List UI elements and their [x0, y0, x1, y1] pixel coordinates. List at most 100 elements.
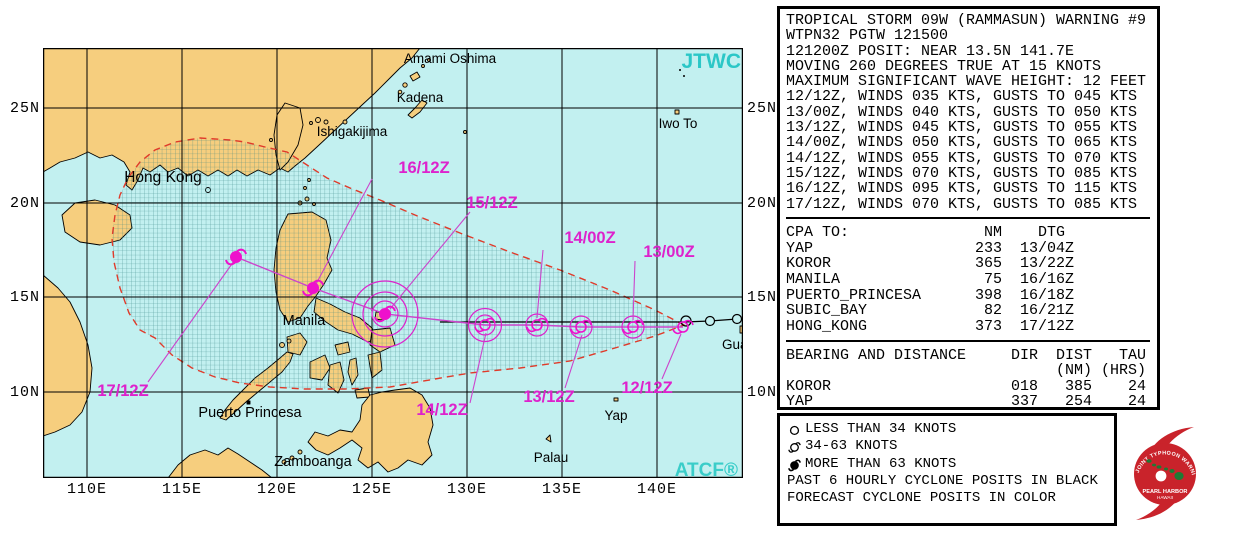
logo-hawaii: HAWAII: [1157, 495, 1173, 500]
bearing-header-row: BEARING AND DISTANCE DIR DIST TAU: [786, 346, 1147, 364]
wind-forecast-row: 16/12Z, WINDS 095 KTS, GUSTS TO 115 KTS: [786, 180, 1138, 198]
label-puerto-princesa: Puerto Princesa: [198, 405, 302, 421]
wind-forecast-row: 13/00Z, WINDS 040 KTS, GUSTS TO 050 KTS: [786, 103, 1138, 121]
legend-note-text: FORECAST CYCLONE POSITS IN COLOR: [787, 490, 1056, 507]
label-manila: Manila: [283, 313, 327, 329]
label-yap: Yap: [604, 408, 627, 423]
warning-wmo-header: WTPN32 PGTW 121500: [786, 27, 949, 45]
legend-label: LESS THAN 34 KNOTS: [805, 421, 957, 437]
forecast-track-map: Amami Oshima Kadena Ishigakijima Iwo To …: [42, 47, 759, 481]
wind-forecast-row: 13/12Z, WINDS 045 KTS, GUSTS TO 055 KTS: [786, 119, 1138, 137]
cpa-row-koror: KOROR 365 13/22Z: [786, 255, 1075, 273]
wind-forecast-row: 15/12Z, WINDS 070 KTS, GUSTS TO 085 KTS: [786, 164, 1138, 182]
legend-note-text: PAST 6 HOURLY CYCLONE POSITS IN BLACK: [787, 472, 1098, 489]
label-hong-kong: Hong Kong: [124, 169, 202, 186]
open-circle-icon: [789, 425, 800, 436]
label-guam: Guam: [722, 337, 743, 352]
label-amami-oshima: Amami Oshima: [404, 51, 497, 66]
daito-islet: [463, 130, 467, 134]
label-leader-lines: [147, 178, 682, 404]
wind-forecast-row: 14/00Z, WINDS 050 KTS, GUSTS TO 065 KTS: [786, 134, 1138, 152]
warning-posit: 121200Z POSIT: NEAR 13.5N 141.7E: [786, 42, 1075, 60]
islet: [683, 75, 685, 77]
forecast-track-line: [235, 256, 683, 328]
tag-13-00z: 13/00Z: [643, 243, 694, 261]
uncertainty-cone: [111, 137, 686, 390]
tag-14-00z: 14/00Z: [564, 229, 615, 247]
atcf-watermark: ATCF®: [675, 460, 738, 478]
cpa-block: CPA TO: NM DTG YAP 233 13/04Z KOROR 365 …: [786, 225, 1157, 335]
jtwc-watermark: JTWC: [682, 50, 742, 73]
lon-label-140e: 140E: [636, 481, 677, 498]
lon-label-120e: 120E: [256, 481, 297, 498]
sulu-islet: [281, 459, 287, 465]
place-labels: Amami Oshima Kadena Ishigakijima Iwo To …: [124, 51, 759, 470]
latlon-grid: [43, 48, 743, 478]
warning-movement: MOVING 260 DEGREES TRUE AT 15 KNOTS: [786, 57, 1102, 75]
legend-item-lt34: LESS THAN 34 KNOTS: [787, 421, 1114, 438]
islet: [323, 119, 329, 125]
cpa-header-row: CPA TO: NM DTG: [786, 223, 1066, 241]
sulu-islet: [297, 449, 303, 455]
typhoon-icon: [788, 459, 801, 472]
legend-label: MORE THAN 63 KNOTS: [805, 455, 957, 472]
tag-15-12z: 15/12Z: [466, 194, 517, 212]
legend-item-gt63: MORE THAN 63 KNOTS: [787, 456, 1114, 473]
panel-divider: [786, 339, 1150, 342]
cpa-row-subic-bay: SUBIC_BAY 82 16/21Z: [786, 302, 1075, 320]
panel-divider: [786, 216, 1150, 219]
lat-label-10n-left: 10N: [9, 384, 40, 401]
legend-box: LESS THAN 34 KNOTS 34-63 KNOTS MORE THAN…: [777, 413, 1117, 526]
label-ishigakijima: Ishigakijima: [317, 124, 388, 139]
lon-label-125e: 125E: [351, 481, 392, 498]
lon-label-130e: 130E: [446, 481, 487, 498]
warning-header-block: TROPICAL STORM 09W (RAMMASUN) WARNING #9…: [786, 13, 1157, 212]
cpa-row-manila: MANILA 75 16/16Z: [786, 270, 1075, 288]
islet: [309, 121, 313, 125]
logo-pearl-harbor: PEARL HARBOR: [1143, 489, 1188, 495]
legend-label: 34-63 KNOTS: [805, 438, 898, 455]
miyako-islet: [342, 119, 348, 125]
mindanao: [307, 387, 434, 473]
warning-wave-height: MAXIMUM SIGNIFICANT WAVE HEIGHT: 12 FEET: [786, 73, 1147, 91]
legend-item-ts: 34-63 KNOTS: [787, 438, 1114, 455]
forecast-time-tags: 16/12Z 15/12Z 14/00Z 13/00Z 17/12Z 14/12…: [97, 159, 694, 419]
lon-label-135e: 135E: [541, 481, 582, 498]
cpa-row-yap: YAP 233 13/04Z: [786, 239, 1075, 257]
jtwc-logo: JOINT TYPHOON WARNING CENTER PEARL HARBO…: [1119, 423, 1196, 520]
bearing-units-row: (NM) (HRS): [786, 362, 1147, 380]
lon-label-110e: 110E: [66, 481, 107, 498]
cone-dashed-border: [111, 137, 686, 390]
bearing-row-yap: YAP 337 254 24: [786, 393, 1147, 411]
lat-label-15n-right: 15N: [747, 289, 778, 306]
bearing-distance-block: BEARING AND DISTANCE DIR DIST TAU (NM) (…: [786, 348, 1157, 410]
bearing-row-koror: KOROR 018 385 24: [786, 377, 1147, 395]
label-palau: Palau: [534, 450, 569, 465]
wind-forecast-row: 17/12Z, WINDS 070 KTS, GUSTS TO 085 KTS: [786, 195, 1138, 213]
wind-forecast-row: 14/12Z, WINDS 055 KTS, GUSTS TO 070 KTS: [786, 149, 1138, 167]
lat-label-10n-right: 10N: [747, 384, 778, 401]
bohol: [354, 387, 371, 399]
warning-text-panel: TROPICAL STORM 09W (RAMMASUN) WARNING #9…: [777, 6, 1160, 410]
legend-note-past: PAST 6 HOURLY CYCLONE POSITS IN BLACK: [787, 473, 1114, 490]
palau-islet: [545, 434, 552, 443]
islet: [402, 82, 408, 88]
cpa-row-hong-kong: HONG_KONG 373 17/12Z: [786, 318, 1075, 336]
logo-eye: [1155, 470, 1167, 482]
past-track: [440, 313, 743, 327]
tag-14-12z: 14/12Z: [416, 401, 467, 419]
islet: [421, 64, 425, 68]
lat-label-20n-left: 20N: [9, 195, 40, 212]
sulu-islet: [289, 455, 295, 461]
puerto-princesa-marker: [246, 400, 251, 405]
islet: [679, 69, 681, 71]
yap-islet: [613, 397, 619, 402]
label-zamboanga: Zamboanga: [274, 454, 352, 470]
label-iwo-to: Iwo To: [659, 116, 698, 131]
tag-13-12z: 13/12Z: [523, 388, 574, 406]
lat-label-25n-left: 25N: [9, 100, 40, 117]
cpa-row-puerto-princesa: PUERTO_PRINCESA 398 16/18Z: [786, 286, 1075, 304]
warning-title: TROPICAL STORM 09W (RAMMASUN) WARNING #9: [786, 12, 1147, 29]
legend-note-forecast: FORECAST CYCLONE POSITS IN COLOR: [787, 490, 1114, 507]
